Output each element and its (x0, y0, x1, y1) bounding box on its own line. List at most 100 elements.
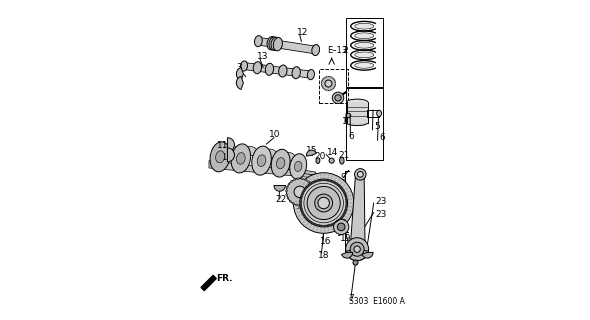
Ellipse shape (342, 182, 343, 183)
Ellipse shape (324, 225, 325, 227)
Ellipse shape (311, 196, 313, 198)
Circle shape (293, 173, 354, 233)
Ellipse shape (266, 63, 274, 75)
Circle shape (322, 76, 336, 91)
Ellipse shape (284, 153, 295, 161)
Ellipse shape (330, 178, 332, 180)
Ellipse shape (377, 110, 382, 116)
Ellipse shape (301, 214, 302, 216)
Ellipse shape (278, 65, 287, 77)
Ellipse shape (342, 186, 344, 188)
Circle shape (350, 242, 364, 256)
Ellipse shape (327, 227, 329, 228)
Ellipse shape (350, 202, 352, 204)
Ellipse shape (342, 218, 344, 220)
Ellipse shape (345, 199, 347, 201)
Ellipse shape (312, 191, 314, 193)
Ellipse shape (312, 187, 314, 189)
Text: 6: 6 (379, 133, 385, 142)
Ellipse shape (292, 203, 294, 204)
Ellipse shape (305, 220, 306, 221)
Circle shape (333, 219, 349, 235)
Text: 8: 8 (340, 219, 346, 228)
Text: 18: 18 (318, 251, 330, 260)
Ellipse shape (314, 181, 316, 183)
Ellipse shape (345, 205, 347, 207)
Ellipse shape (346, 188, 348, 189)
Ellipse shape (330, 226, 332, 228)
Polygon shape (209, 161, 311, 178)
Wedge shape (342, 252, 353, 258)
Ellipse shape (327, 177, 329, 179)
Ellipse shape (309, 178, 310, 180)
Circle shape (294, 186, 306, 197)
Ellipse shape (320, 177, 322, 179)
Text: 22: 22 (276, 195, 287, 204)
Ellipse shape (299, 207, 300, 209)
Wedge shape (274, 186, 286, 191)
Ellipse shape (292, 67, 300, 79)
Ellipse shape (329, 90, 330, 91)
Circle shape (354, 246, 360, 252)
Ellipse shape (344, 220, 346, 222)
Ellipse shape (294, 161, 302, 172)
Polygon shape (258, 37, 316, 54)
Ellipse shape (330, 181, 332, 182)
Text: 6: 6 (348, 132, 353, 140)
Ellipse shape (300, 186, 302, 188)
Ellipse shape (225, 144, 237, 153)
Ellipse shape (355, 43, 374, 48)
Ellipse shape (346, 192, 348, 194)
Ellipse shape (304, 179, 307, 181)
Ellipse shape (299, 211, 301, 212)
Ellipse shape (316, 158, 320, 164)
Ellipse shape (326, 76, 328, 77)
Text: 1: 1 (342, 117, 348, 126)
Ellipse shape (342, 190, 343, 192)
Ellipse shape (320, 180, 322, 181)
Ellipse shape (324, 77, 326, 78)
Polygon shape (304, 170, 316, 175)
Ellipse shape (297, 178, 299, 180)
Circle shape (332, 92, 344, 104)
Ellipse shape (347, 195, 349, 197)
Ellipse shape (336, 183, 337, 185)
Ellipse shape (301, 197, 302, 199)
Circle shape (358, 172, 363, 177)
Text: 11: 11 (217, 153, 228, 162)
Polygon shape (201, 275, 217, 291)
Bar (346, 102, 368, 123)
Text: FR.: FR. (217, 274, 233, 283)
Polygon shape (244, 62, 312, 78)
Ellipse shape (324, 180, 325, 181)
Wedge shape (228, 148, 234, 162)
Ellipse shape (296, 208, 297, 210)
Circle shape (355, 169, 366, 180)
Ellipse shape (331, 89, 333, 91)
Ellipse shape (296, 204, 297, 206)
Ellipse shape (329, 76, 330, 77)
Ellipse shape (286, 194, 288, 196)
Ellipse shape (299, 204, 301, 206)
Wedge shape (346, 249, 368, 261)
Ellipse shape (290, 154, 307, 179)
Circle shape (318, 197, 329, 209)
Ellipse shape (286, 186, 288, 188)
Ellipse shape (333, 222, 335, 224)
Ellipse shape (333, 182, 335, 183)
Ellipse shape (215, 151, 225, 163)
Ellipse shape (309, 226, 310, 228)
Ellipse shape (347, 209, 349, 211)
Ellipse shape (348, 213, 350, 215)
Text: 14: 14 (327, 148, 338, 156)
Wedge shape (237, 68, 244, 81)
Ellipse shape (241, 61, 248, 71)
Ellipse shape (324, 228, 325, 229)
Ellipse shape (322, 87, 324, 89)
Ellipse shape (344, 184, 346, 186)
Ellipse shape (309, 184, 310, 186)
Wedge shape (228, 138, 234, 152)
Ellipse shape (267, 36, 276, 50)
Ellipse shape (305, 185, 306, 186)
Ellipse shape (210, 142, 230, 172)
